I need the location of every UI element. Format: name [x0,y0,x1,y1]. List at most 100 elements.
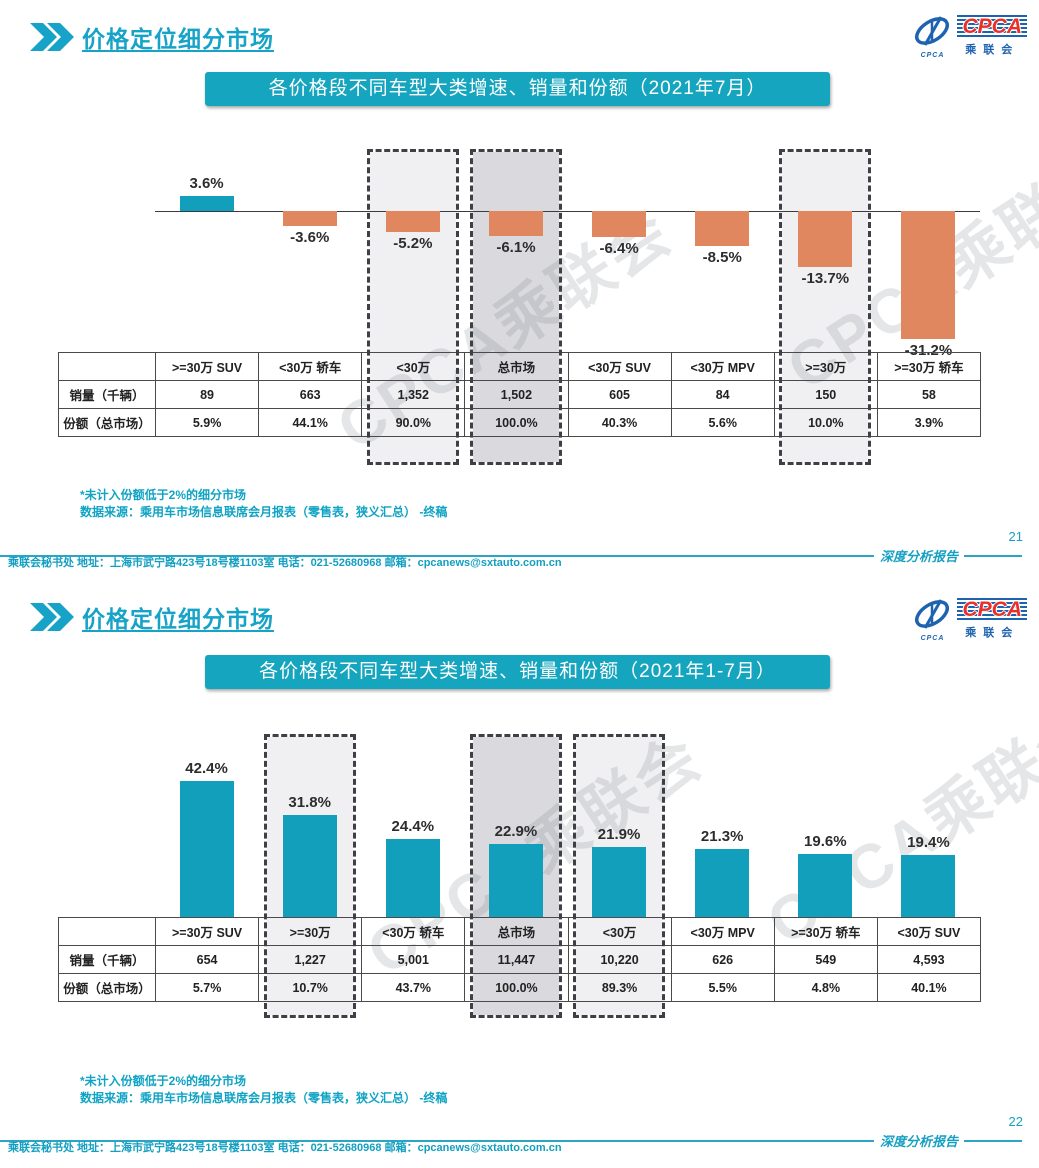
footer-rule-line [964,554,1022,557]
market-data-table: >=30万 SUV >=30万 <30万 轿车 总市场 <30万 <30万 MPV >=30… [58,917,982,1002]
bar-value-label: 22.9% [494,822,538,840]
bar-value-label: 19.6% [804,833,847,851]
logo-cpca-text: CPCA [957,597,1027,622]
double-chevron-icon [30,23,74,51]
table-cell: 5.7% [154,973,260,1002]
cpca-swoosh-icon [915,599,950,629]
table-col-header: <30万 轿车 [258,352,363,381]
footnote-line: 数据来源：乘用车市场信息联席会月报表（零售表，狭义汇总） -终稿 [80,505,448,519]
table-cell: 90.0% [361,408,466,437]
table-cell: 4.8% [773,973,878,1002]
bar-value-label: 21.9% [597,825,641,843]
table-cell: 100.0% [464,408,569,437]
table-cell: 5.6% [670,408,775,437]
chart-title-banner: 各价格段不同车型大类增速、销量和份额（2021年1-7月） [205,655,830,689]
table-cell: 10.0% [773,408,878,437]
table-cell: 1,227 [258,945,363,974]
table-col-header: >=30万 [773,352,878,381]
table-corner-cell [58,917,156,946]
table-cell: 100.0% [464,973,569,1002]
table-row: 销量（千辆） 654 1,227 5,001 11,447 10,220 626 549 4,5… [58,945,982,974]
table-cell: 663 [258,380,363,409]
footer-rule-line [0,1139,874,1142]
table-cell: 10,220 [567,945,672,974]
table-cell: 4,593 [876,945,982,974]
report-type-label: 深度分析报告 [879,549,958,564]
table-cell: 58 [876,380,982,409]
cpca-logo-text: CPCA 乘联会 [957,14,1027,57]
data-table: >=30万 SUV <30万 轿车 <30万 总市场 <30万 SUV <30万 MPV >… [58,352,982,437]
table-cell: 44.1% [258,408,363,437]
table-header-row: >=30万 SUV <30万 轿车 <30万 总市场 <30万 SUV <30万 MPV >… [58,352,982,381]
bar-value-label: -3.6% [290,228,330,246]
table-cell: 5.5% [670,973,775,1002]
cpca-logo: CPCA CPCA 乘联会 [911,595,1027,642]
table-row: 份额（总市场） 5.9% 44.1% 90.0% 100.0% 40.3% 5.6% 10.0… [58,408,982,437]
bar-value-label: 24.4% [391,817,435,835]
table-row: 份额（总市场） 5.7% 10.7% 43.7% 100.0% 89.3% 5.5% 4.8%… [58,973,982,1002]
table-col-header: >=30万 [258,917,363,946]
footnote-line: *未计入份额低于2%的细分市场 [80,488,247,502]
table-col-header: <30万 MPV [670,352,775,381]
bar [695,211,750,246]
bar-value-label: 3.6% [189,175,224,193]
bar [901,854,956,917]
table-col-header: >=30万 SUV [154,352,260,381]
footnotes: *未计入份额低于2%的细分市场 数据来源：乘用车市场信息联席会月报表（零售表，狭… [80,1073,447,1107]
table-header-row: >=30万 SUV >=30万 <30万 轿车 总市场 <30万 <30万 MPV >=30… [58,917,982,946]
footer-rule: 深度分析报告 [0,1131,1022,1150]
table-cell: 605 [567,380,672,409]
bar-chart: 3.6% -3.6% -5.2% -6.1% -6.4% -8.5% -13.7% -31.2… [58,150,980,359]
bar-value-label: -6.4% [599,240,639,258]
logo-sub-text: CPCA [920,635,945,642]
table-col-header: >=30万 轿车 [876,352,982,381]
bar [385,838,440,917]
table-col-header: <30万 SUV [567,352,672,381]
table-cell: 84 [670,380,775,409]
table-col-header: <30万 [361,352,466,381]
table-cell: 1,502 [464,380,569,409]
market-data-table: >=30万 SUV <30万 轿车 <30万 总市场 <30万 SUV <30万 MPV >… [58,352,982,437]
slide-2021-01-07: 价格定位细分市场 CPCA CPCA 乘联会 各价格段不同车型大类增速、销量和份… [0,575,1039,1168]
table-cell: 626 [670,945,775,974]
data-table: >=30万 SUV >=30万 <30万 轿车 总市场 <30万 <30万 MPV >=30… [58,917,982,1002]
slide-2021-07: 价格定位细分市场 CPCA CPCA 乘联会 各价格段不同车型大类增速、销量和份… [0,0,1039,575]
report-type-label: 深度分析报告 [879,1134,958,1149]
bar [592,211,647,238]
slide-header: 价格定位细分市场 [30,600,274,634]
table-cell: 40.1% [876,973,982,1002]
bar-value-label: -5.2% [393,235,433,253]
table-col-header: >=30万 SUV [154,917,260,946]
bar-value-label: 19.4% [907,833,950,851]
page-title: 价格定位细分市场 [82,606,274,632]
cpca-logo-mark: CPCA [911,595,953,642]
logo-cpca-text: CPCA [957,14,1027,39]
footer-contact-info: 乘联会秘书处 地址：上海市武宁路423号18号楼1103室 电话：021-526… [8,557,562,569]
cpca-logo-mark: CPCA [911,12,953,59]
slide-header: 价格定位细分市场 [30,20,274,54]
footnotes: *未计入份额低于2%的细分市场 数据来源：乘用车市场信息联席会月报表（零售表，狭… [80,487,447,521]
bar [901,211,956,339]
bar-value-label: -8.5% [702,248,742,266]
footnote-line: *未计入份额低于2%的细分市场 [80,1074,247,1088]
table-col-header: <30万 [567,917,672,946]
logo-cn-text: 乘联会 [965,626,1020,639]
table-col-header: >=30万 轿车 [773,917,878,946]
table-cell: 89.3% [567,973,672,1002]
bar-value-label: 21.3% [700,827,744,845]
table-cell: 40.3% [567,408,672,437]
page-title: 价格定位细分市场 [82,26,274,52]
logo-sub-text: CPCA [920,52,945,59]
page-number: 21 [1008,529,1023,544]
bar [282,815,337,917]
table-row-label: 销量（千辆） [58,380,156,409]
table-row-label: 份额（总市场） [58,408,156,437]
table-cell: 11,447 [464,945,569,974]
cpca-logo-text: CPCA 乘联会 [957,597,1027,640]
table-cell: 43.7% [361,973,466,1002]
zero-axis-line [155,211,980,212]
bar [798,211,853,268]
cpca-logo: CPCA CPCA 乘联会 [911,12,1027,59]
table-col-header: <30万 轿车 [361,917,466,946]
bar-value-label: -6.1% [496,239,536,256]
